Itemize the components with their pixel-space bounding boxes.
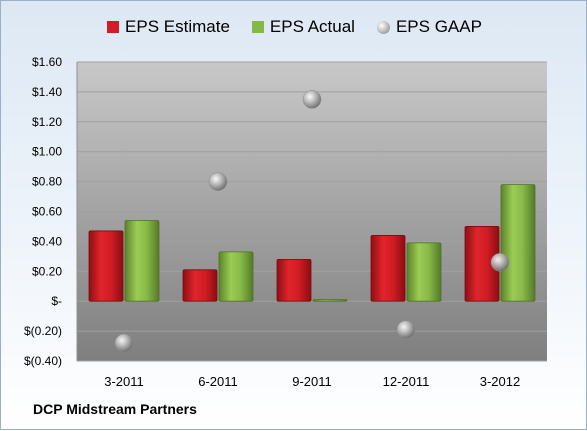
- legend: EPS Estimate EPS Actual EPS GAAP: [1, 17, 587, 37]
- bar-eps-actual: [500, 184, 536, 302]
- bar-eps-estimate: [182, 269, 218, 302]
- bar-eps-estimate: [370, 235, 406, 302]
- legend-item-gaap: EPS GAAP: [376, 17, 482, 37]
- legend-label-gaap: EPS GAAP: [395, 17, 482, 36]
- legend-swatch-actual: [251, 21, 264, 33]
- x-category-label: 12-2011: [383, 374, 430, 389]
- y-tick-label: $1.40: [32, 85, 62, 99]
- bar-eps-actual: [124, 220, 160, 302]
- x-category-label: 9-2011: [292, 374, 332, 389]
- bar-eps-actual: [312, 299, 348, 302]
- dot-eps-gaap: [490, 253, 510, 272]
- x-category-label: 3-2011: [104, 374, 144, 389]
- y-tick-label: $0.20: [32, 264, 62, 278]
- bar-eps-estimate: [276, 258, 312, 302]
- legend-item-actual: EPS Actual: [251, 17, 355, 37]
- y-tick-label: $-: [51, 294, 62, 308]
- y-tick-label: $1.60: [32, 55, 62, 69]
- bar-eps-actual: [406, 242, 442, 302]
- legend-swatch-estimate: [107, 21, 120, 33]
- legend-item-estimate: EPS Estimate: [107, 17, 230, 37]
- dot-eps-gaap: [208, 172, 228, 191]
- dot-eps-gaap: [396, 320, 416, 339]
- y-tick-label: $0.60: [32, 205, 62, 219]
- bar-eps-estimate: [88, 230, 124, 302]
- legend-swatch-gaap: [376, 20, 390, 34]
- legend-label-estimate: EPS Estimate: [125, 17, 230, 36]
- y-tick-label: $(0.40): [24, 354, 62, 368]
- y-tick-label: $1.20: [32, 115, 62, 129]
- bar-eps-actual: [218, 251, 254, 302]
- footer-title: DCP Midstream Partners: [33, 401, 197, 417]
- x-category-label: 3-2012: [480, 374, 520, 389]
- y-tick-label: $0.40: [32, 234, 62, 248]
- y-tick-label: $1.00: [32, 145, 62, 159]
- y-tick-label: $0.80: [32, 175, 62, 189]
- legend-label-actual: EPS Actual: [269, 17, 355, 36]
- x-category-label: 6-2011: [198, 374, 238, 389]
- y-tick-label: $(0.20): [24, 324, 62, 338]
- dot-eps-gaap: [114, 333, 134, 353]
- dot-eps-gaap: [302, 90, 322, 109]
